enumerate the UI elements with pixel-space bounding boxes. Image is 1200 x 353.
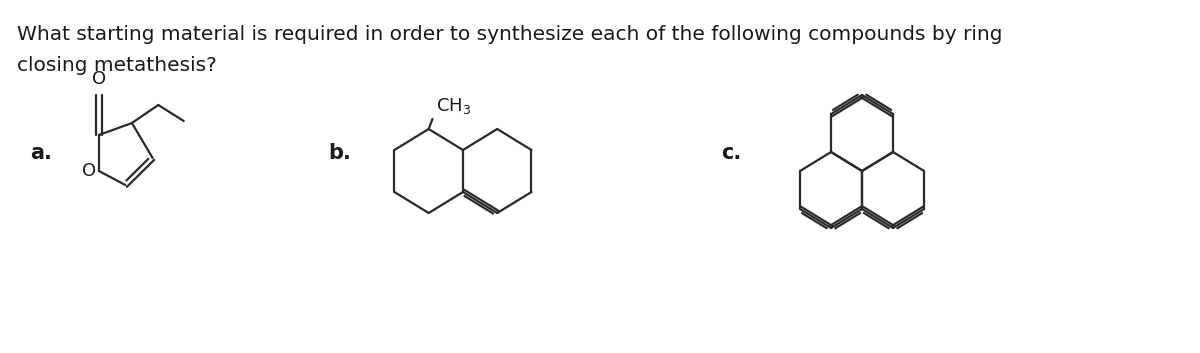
Text: closing metathesis?: closing metathesis? <box>17 56 217 75</box>
Text: What starting material is required in order to synthesize each of the following : What starting material is required in or… <box>17 25 1002 44</box>
Text: c.: c. <box>721 143 740 163</box>
Text: b.: b. <box>328 143 350 163</box>
Text: O: O <box>92 70 106 88</box>
Text: O: O <box>83 162 96 180</box>
Text: a.: a. <box>30 143 52 163</box>
Text: CH$_3$: CH$_3$ <box>437 96 472 116</box>
